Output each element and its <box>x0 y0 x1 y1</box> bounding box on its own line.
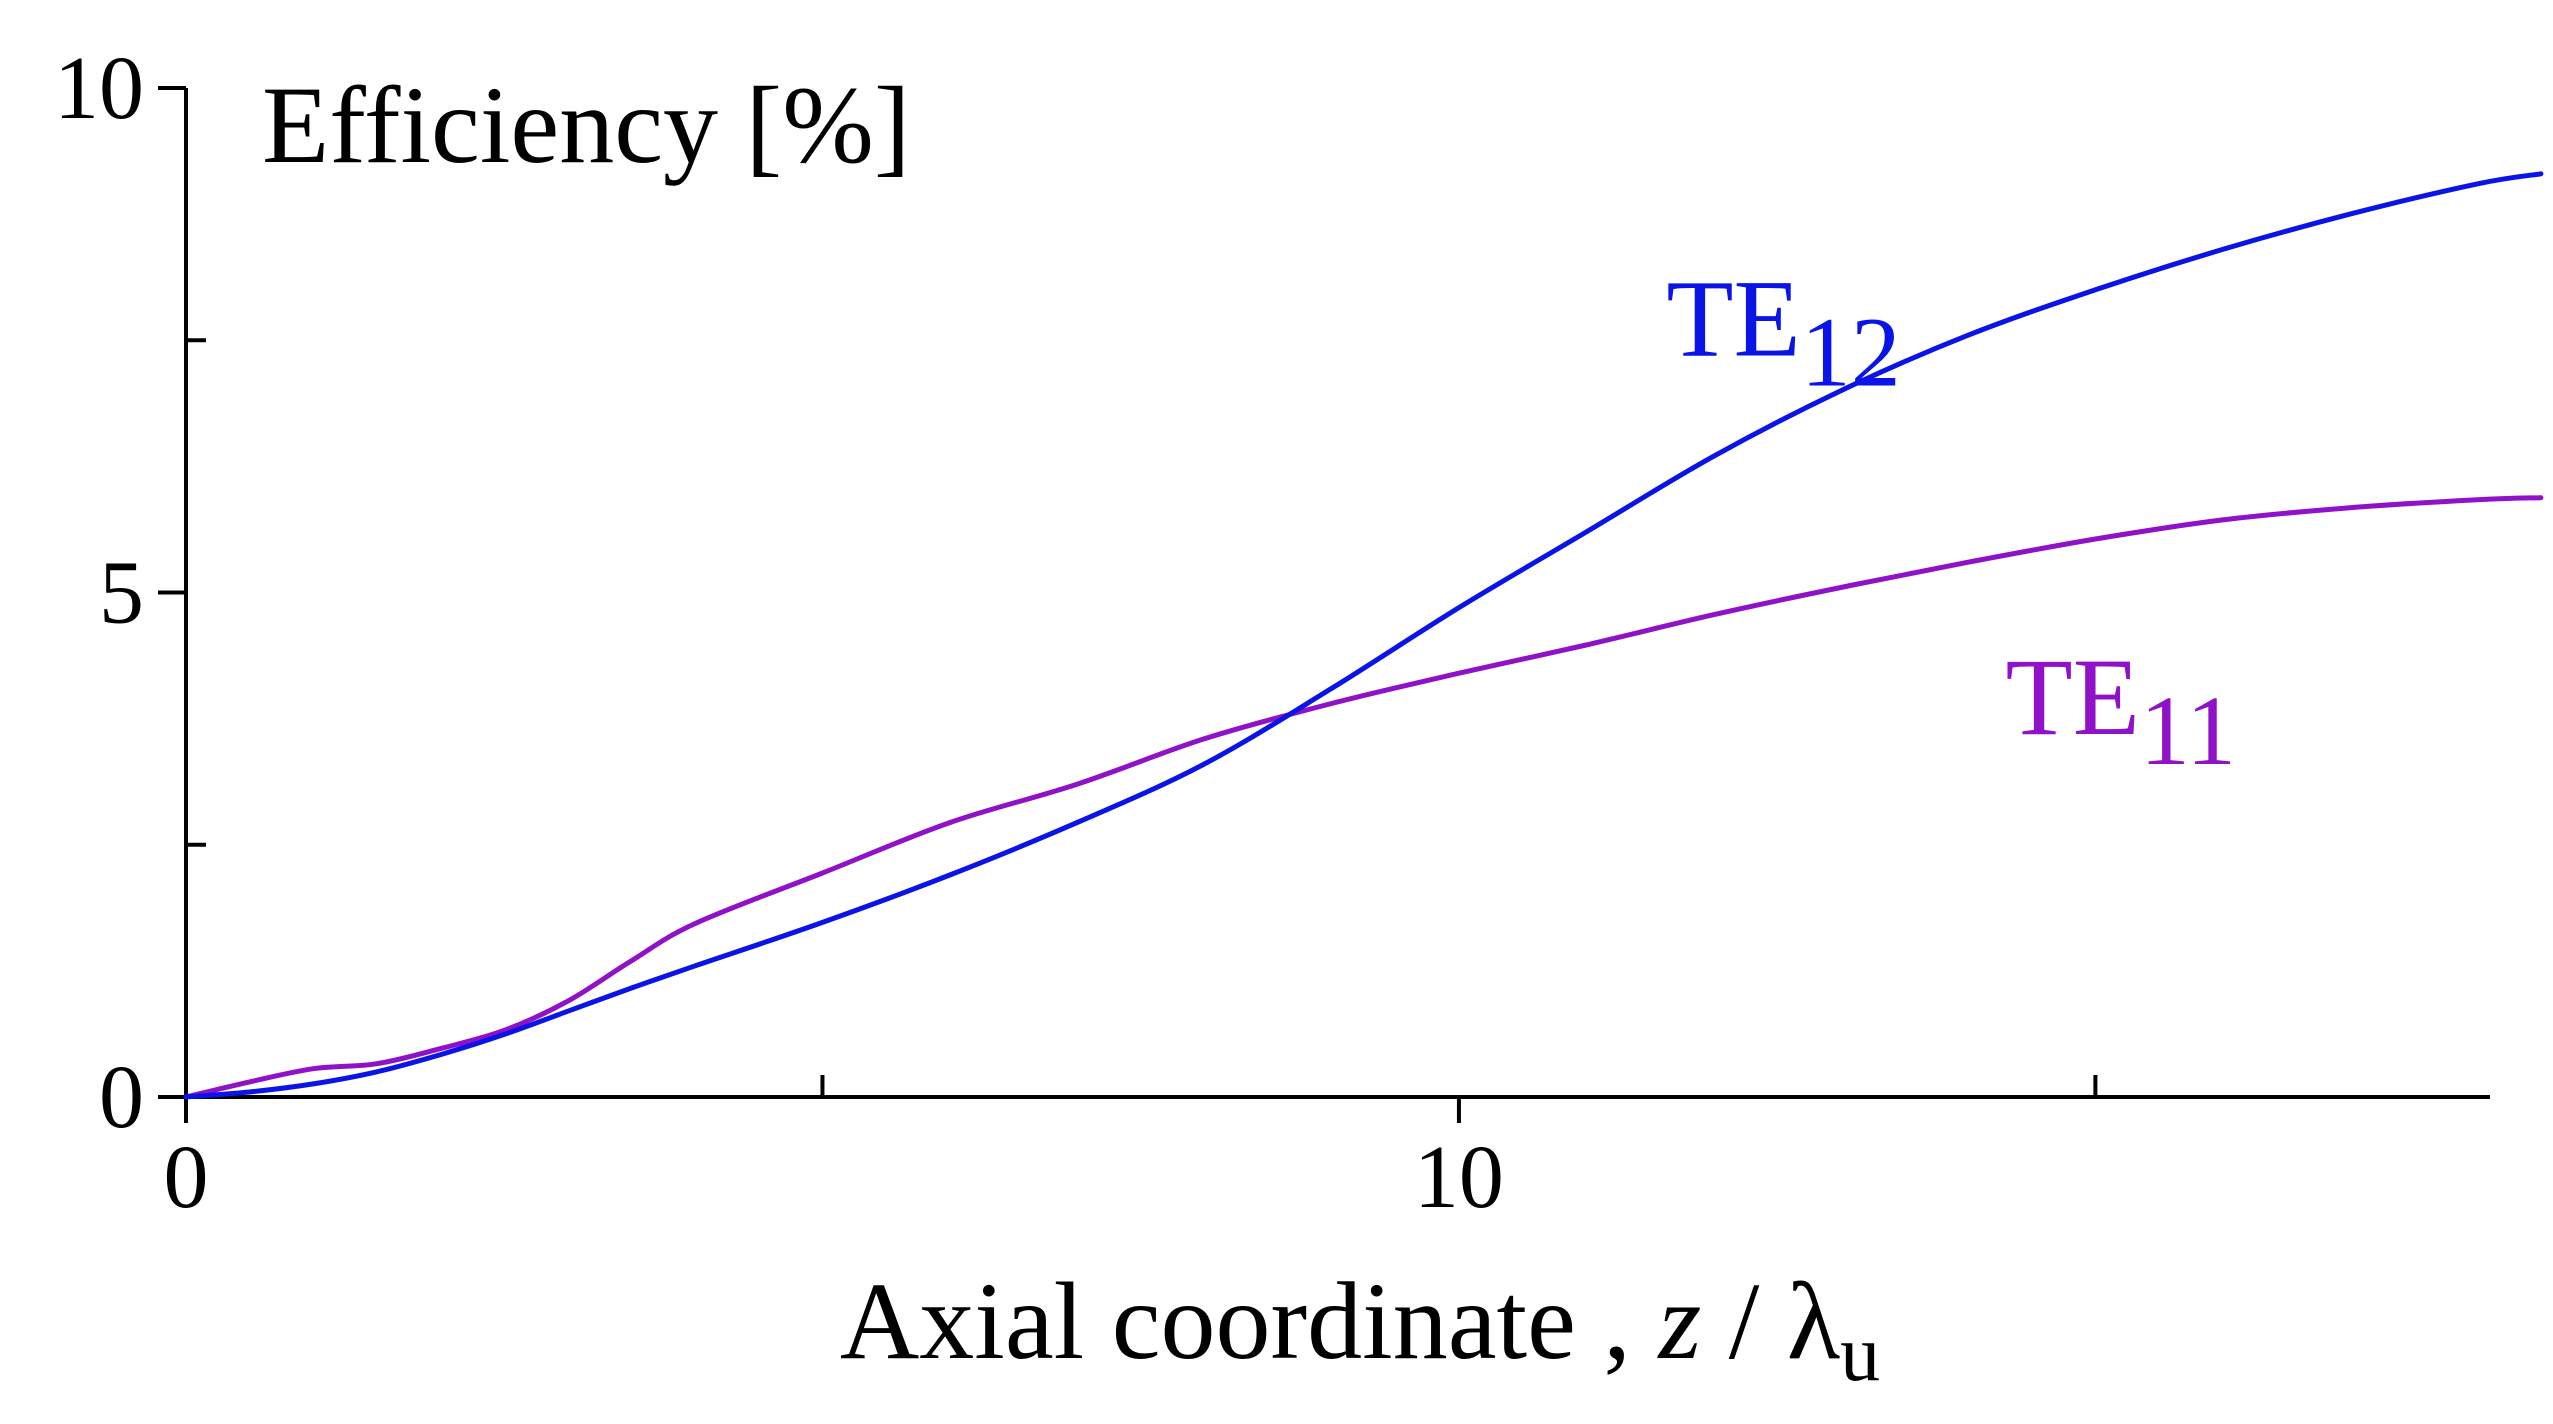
x-tick-label: 10 <box>1414 1128 1504 1227</box>
x-axis-label: Axial coordinate , z / λu <box>840 1260 1880 1398</box>
series-line-te12 <box>183 171 2544 1100</box>
chart-title: Efficiency [%] <box>262 64 910 186</box>
series-labels: TE12 TE11 <box>1666 257 2236 785</box>
y-ticks: 0 5 10 <box>54 39 206 1147</box>
series-lines <box>183 171 2544 1100</box>
x-tick-label: 0 <box>164 1128 209 1227</box>
x-axis-label-lambda: λ <box>1787 1260 1840 1382</box>
y-tick-label: 5 <box>99 544 144 643</box>
x-axis-label-main: Axial coordinate , <box>840 1260 1659 1382</box>
x-ticks: 0 10 <box>164 1075 2098 1227</box>
y-tick-label: 0 <box>99 1048 144 1147</box>
y-tick-label: 10 <box>54 39 144 138</box>
series-label-te12: TE12 <box>1666 257 1900 407</box>
series-label-te11: TE11 <box>2006 636 2237 786</box>
axes: 0 5 10 0 10 <box>54 39 2490 1227</box>
series-line-te11 <box>183 495 2544 1100</box>
x-axis-label-var: z <box>1656 1260 1701 1382</box>
x-axis-label-sub: u <box>1840 1310 1880 1398</box>
x-axis-label-sep: / <box>1701 1260 1787 1382</box>
